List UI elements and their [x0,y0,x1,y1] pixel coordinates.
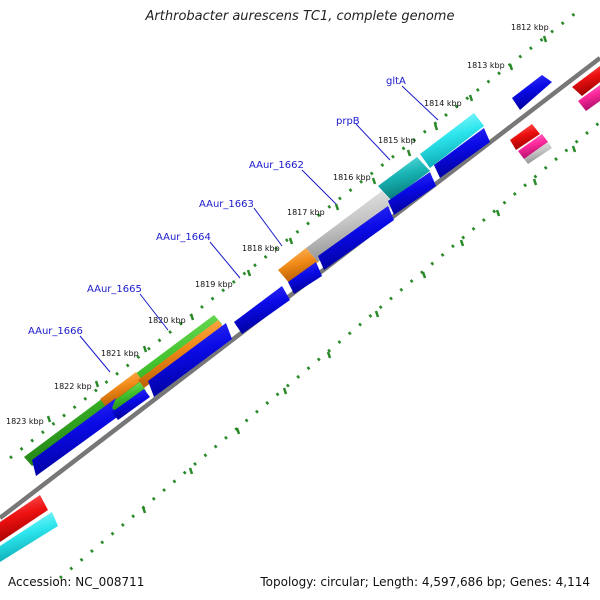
gene-label-AAur_1665[interactable]: AAur_1665 [87,284,142,295]
kbp-labels: 1812 kbp 1813 kbp 1814 kbp 1815 kbp 1816… [6,23,549,426]
feature-pink-top[interactable] [578,85,600,111]
feature-track-outer [24,66,600,466]
kbp-tick-mark [188,467,194,475]
cds-arrow[interactable] [288,262,322,294]
kbp-tick-mark [433,123,439,131]
kbp-label: 1816 kbp [333,173,371,182]
kbp-tick-mark [326,351,332,359]
callout-line-prpB [355,123,391,161]
feature-red-bottom[interactable] [0,495,48,542]
kbp-label: 1822 kbp [54,382,92,391]
kbp-label: 1820 kbp [148,316,186,325]
feature-cyan-bottom[interactable] [0,512,58,562]
outer-dotted-ring [9,6,583,460]
feature-red-top[interactable] [572,66,600,96]
callout-line-AAur_1663 [253,207,283,247]
kbp-tick-mark [421,271,427,279]
kbp-tick-mark [246,269,252,277]
kbp-label: 1818 kbp [242,244,280,253]
kbp-label: 1817 kbp [287,208,325,217]
accession-text: Accession: NC_008711 [8,575,145,589]
kbp-label: 1815 kbp [378,136,416,145]
feature-orange-small[interactable] [100,372,142,407]
kbp-tick-mark [495,209,501,217]
cds-arrow[interactable] [388,172,436,215]
kbp-tick-mark [282,387,288,395]
kbp-label: 1813 kbp [467,61,505,70]
callout-line-AAur_1662 [301,169,337,205]
cds-arrow[interactable] [318,206,394,270]
gene-callout-lines [79,85,439,373]
inner-dotted-ring [59,120,600,580]
kbp-label: 1821 kbp [101,349,139,358]
feature-gray[interactable] [306,191,395,262]
kbp-tick-marks [46,35,577,514]
cds-arrow[interactable] [512,75,552,110]
cds-arrow[interactable] [434,128,490,178]
feature-red-mid[interactable] [510,124,540,150]
feature-gray-mid[interactable] [524,142,552,164]
kbp-tick-mark [459,239,465,247]
gene-label-prpB[interactable]: prpB [336,116,360,127]
gene-label-AAur_1662[interactable]: AAur_1662 [249,160,304,171]
kbp-tick-mark [542,35,548,43]
kbp-tick-mark [532,178,538,186]
kbp-tick-mark [468,94,474,102]
feature-green-lower[interactable] [110,382,146,414]
cds-track [32,75,552,476]
callout-line-AAur_1665 [139,293,169,331]
kbp-label: 1814 kbp [424,99,462,108]
kbp-label: 1812 kbp [511,23,549,32]
kbp-tick-mark [141,506,147,514]
genome-summary-text: Topology: circular; Length: 4,597,686 bp… [260,575,590,589]
cds-arrow[interactable] [148,323,232,397]
kbp-tick-mark [406,149,412,157]
feature-orange-2[interactable] [278,248,318,284]
cds-arrow[interactable] [32,398,120,476]
gene-label-AAur_1664[interactable]: AAur_1664 [156,232,211,243]
kbp-tick-mark [508,63,514,71]
feature-orange[interactable] [138,320,224,388]
kbp-tick-mark [46,415,52,423]
kbp-tick-mark [288,237,294,245]
feature-cyan[interactable] [420,113,484,168]
gene-labels: gltA prpB AAur_1662 AAur_1663 AAur_1664 … [28,76,406,337]
map-title: Arthrobacter aurescens TC1, complete gen… [145,9,455,24]
cds-arrow[interactable] [234,286,290,334]
kbp-tick-mark [189,313,195,321]
kbp-tick-mark [142,345,148,353]
kbp-label: 1819 kbp [195,280,233,289]
callout-line-AAur_1666 [79,335,111,373]
kbp-tick-mark [94,380,100,388]
gene-label-AAur_1666[interactable]: AAur_1666 [28,326,83,337]
callout-line-gltA [401,85,439,121]
callout-line-AAur_1664 [209,241,241,279]
gene-label-AAur_1663[interactable]: AAur_1663 [199,199,254,210]
kbp-label: 1823 kbp [6,417,44,426]
gene-label-gltA[interactable]: gltA [386,76,406,87]
kbp-tick-mark [371,177,377,185]
kbp-tick-mark [374,310,380,318]
kbp-tick-mark [235,427,241,435]
cds-arrow[interactable] [112,389,150,420]
feature-teal[interactable] [378,157,430,200]
feature-track-inner [0,495,58,562]
feature-pink-mid[interactable] [518,134,548,159]
kbp-tick-mark [571,145,577,153]
kbp-tick-mark [334,203,340,211]
